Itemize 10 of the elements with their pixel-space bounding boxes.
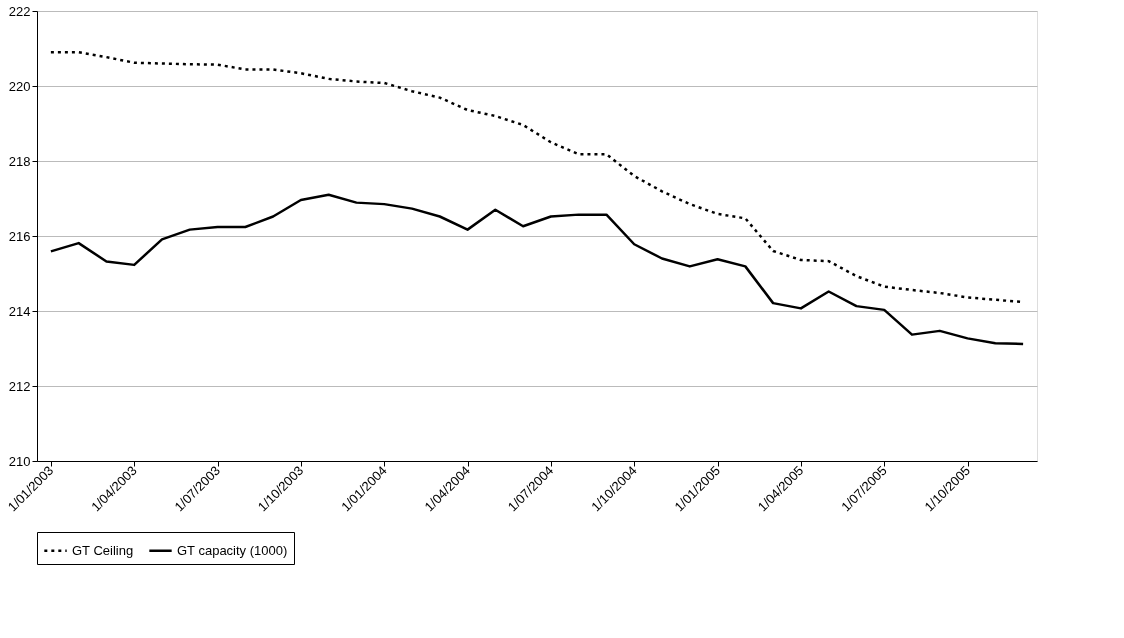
legend-label: GT Ceiling xyxy=(72,542,134,558)
y-tick-label: 210 xyxy=(8,453,31,469)
legend-label: GT capacity (1000) xyxy=(177,542,288,558)
line-series xyxy=(49,193,1025,346)
y-tick-label: 212 xyxy=(8,378,31,394)
y-tick-label: 220 xyxy=(8,78,31,94)
y-tick-label: 214 xyxy=(8,303,31,319)
y-tick-label: 222 xyxy=(8,3,31,19)
y-tick-label: 218 xyxy=(8,153,31,169)
y-tick-label: 216 xyxy=(8,228,31,244)
